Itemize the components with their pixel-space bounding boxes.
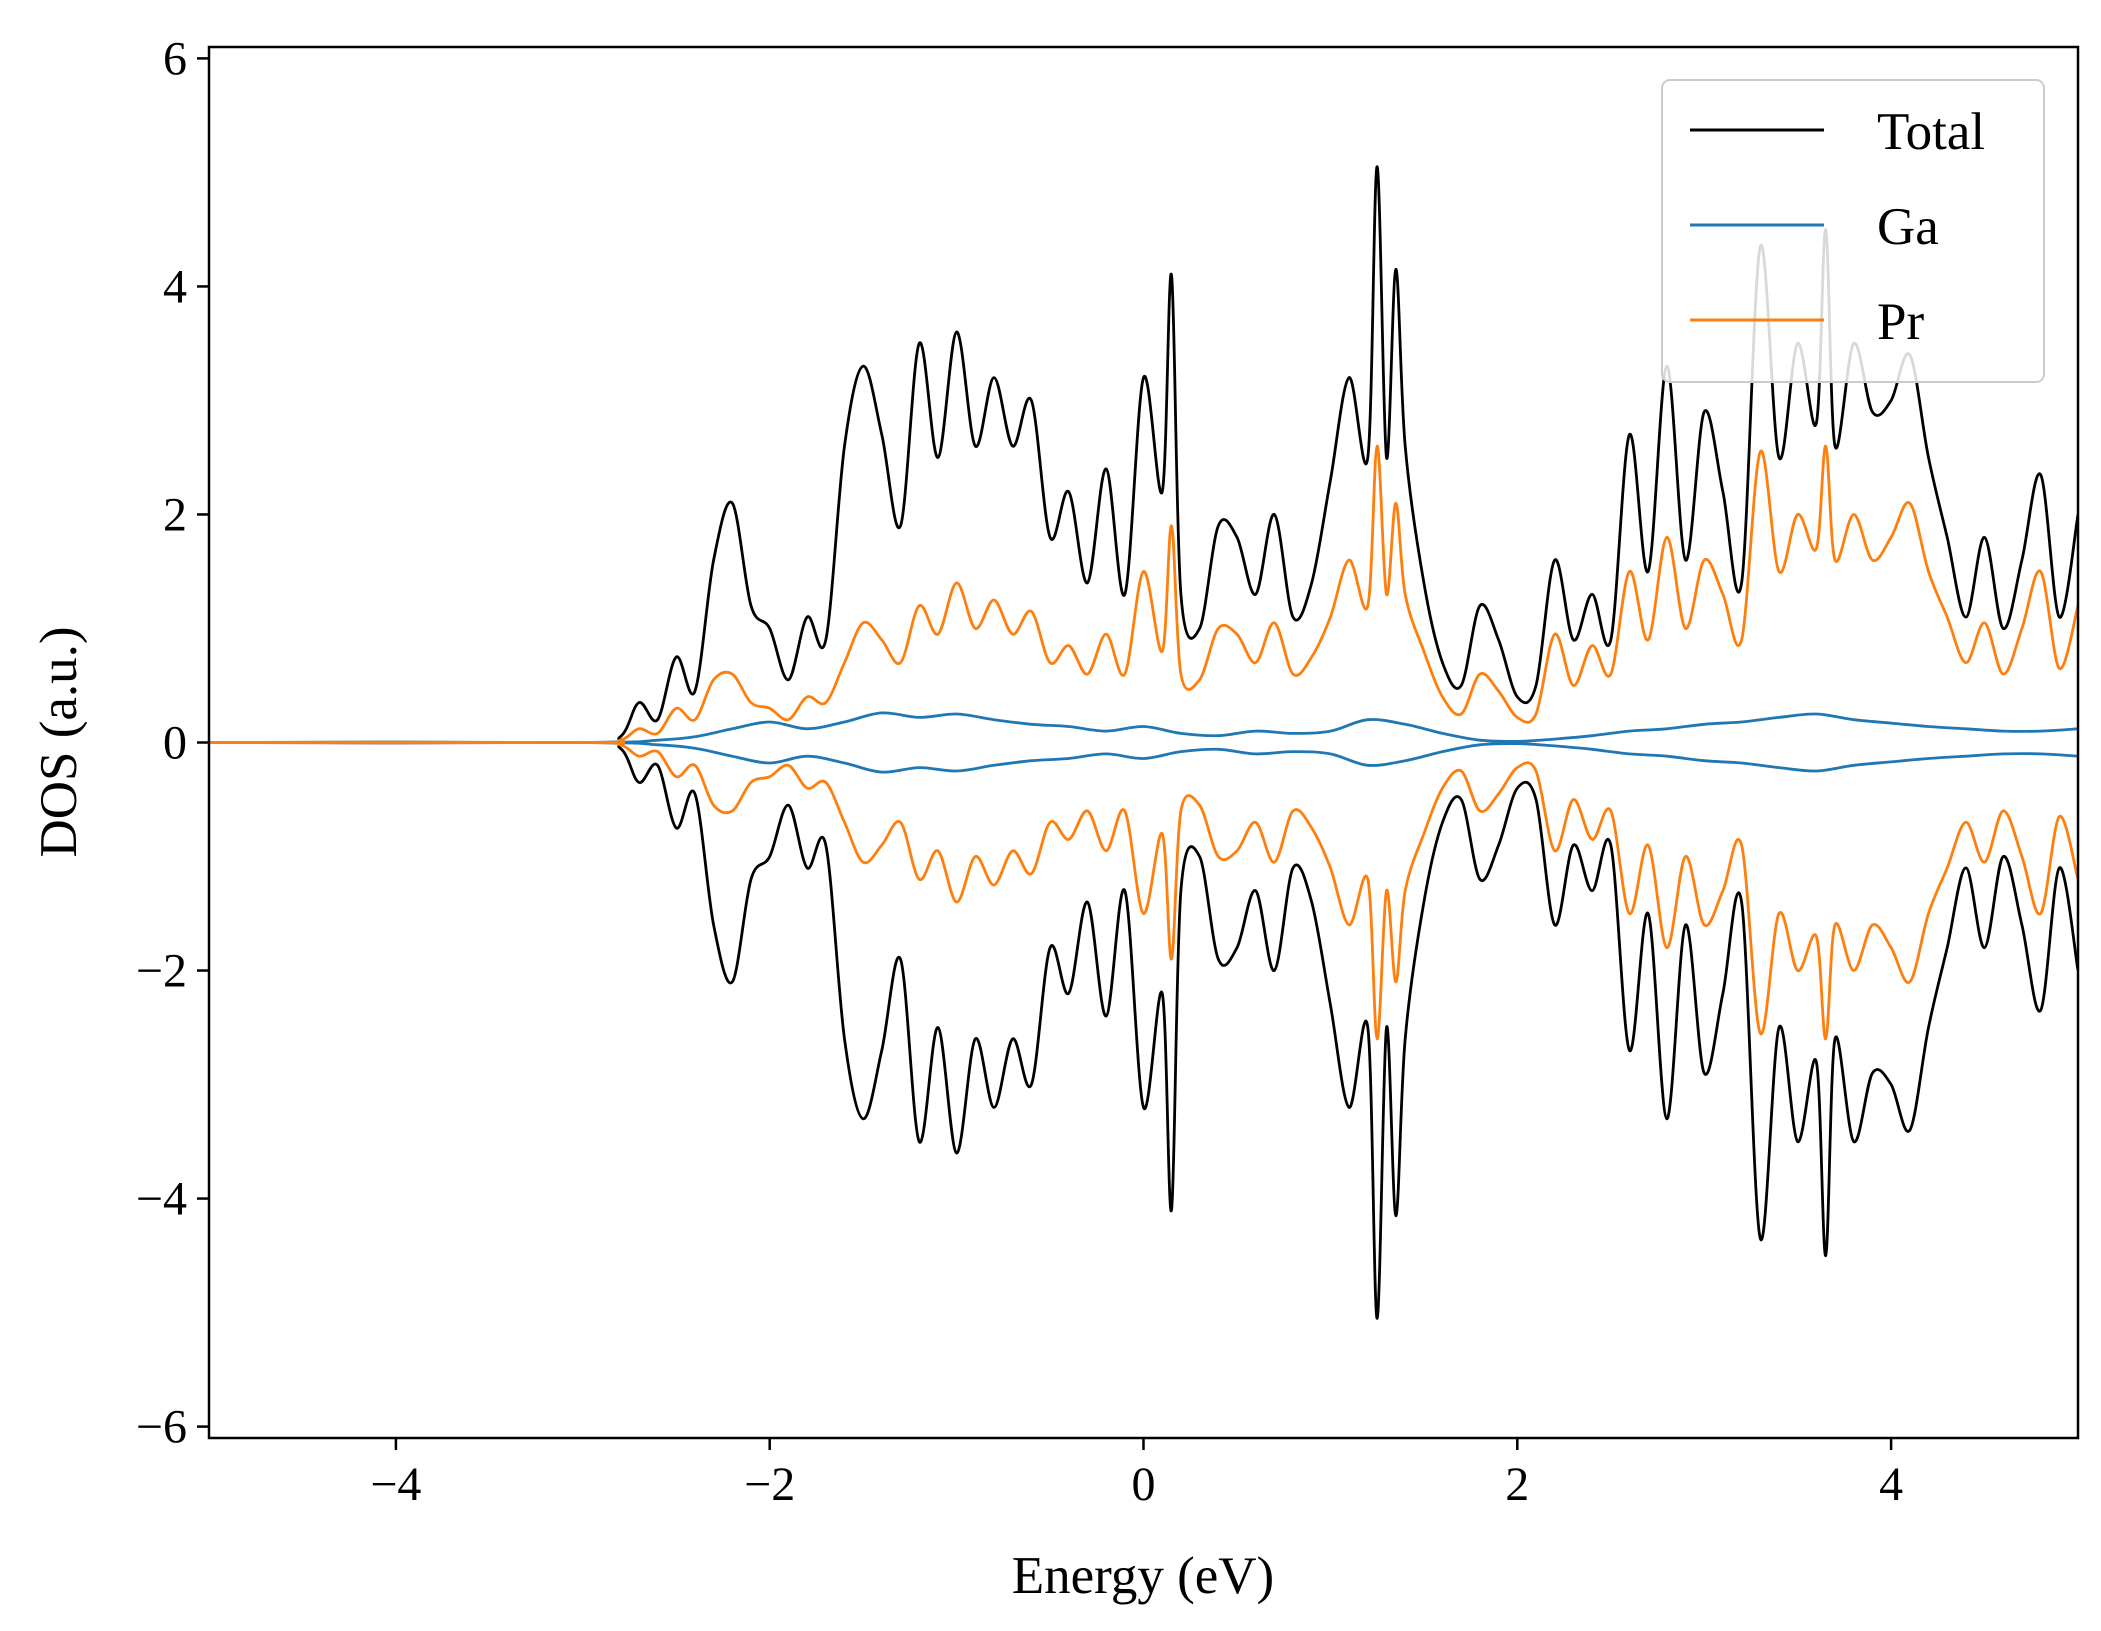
- x-tick-label: −2: [744, 1458, 795, 1511]
- y-tick-label: −2: [136, 945, 187, 998]
- x-axis: −4 −2 0 2 4: [370, 1438, 1903, 1511]
- y-axis: −6 −4 −2 0 2 4 6: [136, 32, 209, 1454]
- x-axis-label: Energy (eV): [1012, 1547, 1274, 1605]
- x-tick-label: 2: [1505, 1458, 1529, 1511]
- y-tick-label: 6: [163, 32, 187, 85]
- series-pr-spin-up: [209, 444, 2078, 745]
- y-tick-label: −6: [136, 1401, 187, 1454]
- series-ga-spin-down: [209, 740, 2078, 774]
- legend-label-ga: Ga: [1877, 198, 1939, 256]
- legend: Total Ga Pr: [1661, 79, 2045, 383]
- x-tick-label: 4: [1879, 1458, 1903, 1511]
- legend-box: [1661, 79, 2045, 383]
- legend-label-pr: Pr: [1877, 293, 1924, 351]
- y-tick-label: 4: [163, 260, 187, 313]
- x-tick-label: −4: [370, 1458, 421, 1511]
- x-tick-label: 0: [1132, 1458, 1156, 1511]
- y-tick-label: −4: [136, 1173, 187, 1226]
- y-axis-label: DOS (a.u.): [30, 626, 88, 857]
- legend-label-total: Total: [1877, 103, 1985, 161]
- series-total-spin-down: [209, 740, 2078, 1320]
- series-layer: [209, 165, 2078, 1320]
- series-total-spin-up: [209, 165, 2078, 745]
- y-tick-label: 0: [163, 717, 187, 770]
- y-tick-label: 2: [163, 488, 187, 541]
- series-ga-spin-up: [209, 711, 2078, 745]
- series-pr-spin-down: [209, 740, 2078, 1041]
